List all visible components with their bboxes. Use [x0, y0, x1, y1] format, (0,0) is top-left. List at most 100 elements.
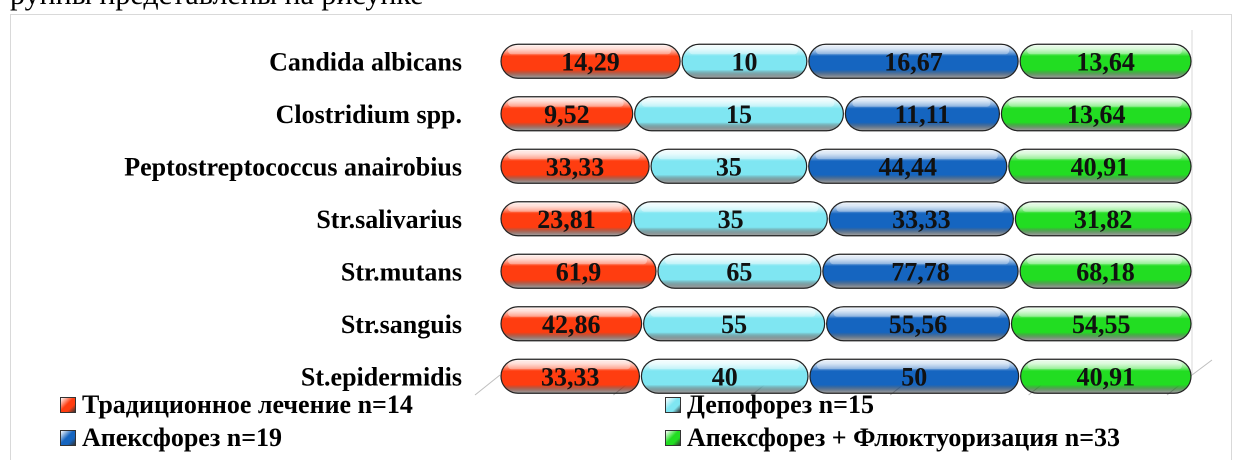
data-label: 54,55 [1072, 310, 1131, 339]
category-label: Clostridium spp. [276, 100, 462, 129]
data-label: 15 [726, 100, 752, 129]
data-label: 35 [716, 152, 742, 181]
bar-highlight [816, 362, 1010, 370]
bar-str-salivarius-s4 [1014, 201, 1192, 237]
bar-str-sanguis-s1 [500, 306, 643, 342]
bar-highlight [658, 152, 798, 160]
data-label: 33,33 [541, 362, 600, 391]
category-label: Str.salivarius [316, 205, 462, 234]
bar-highlight [664, 257, 812, 265]
bar-candida-albicans-s4 [1019, 43, 1192, 79]
legend-swatch [60, 397, 76, 413]
bar-candida-albicans-s3 [808, 43, 1019, 79]
legend-item: Традиционное лечение n=14 [60, 390, 413, 420]
data-label: 33,33 [546, 152, 605, 181]
bar-highlight [1027, 47, 1182, 55]
category-label: St.epidermidis [301, 362, 462, 391]
data-label: 13,64 [1076, 47, 1135, 76]
bar-highlight [829, 257, 1010, 265]
bar-str-mutans-s2 [657, 253, 822, 289]
data-label: 35 [718, 205, 744, 234]
bar-highlight [815, 47, 1010, 55]
data-label: 40,91 [1077, 362, 1136, 391]
category-label: Str.mutans [341, 257, 462, 286]
bar-clostridium-spp-s1 [500, 96, 634, 132]
bar-highlight [650, 309, 816, 317]
bar-highlight [1027, 257, 1182, 265]
bar-highlight [852, 99, 991, 107]
gridline [1191, 359, 1213, 376]
legend-item: Апексфорез + Флюктуоризация n=33 [665, 423, 1120, 453]
bar-str-salivarius-s3 [828, 201, 1014, 237]
data-label: 55 [721, 310, 747, 339]
data-label: 9,52 [544, 100, 590, 129]
bar-highlight [508, 309, 633, 317]
bar-highlight [815, 152, 998, 160]
data-label: 50 [901, 362, 927, 391]
legend-item: Апексфорез n=19 [60, 423, 282, 453]
bar-highlight [689, 47, 798, 55]
chart-frame [10, 14, 1232, 460]
bar-highlight [648, 362, 799, 370]
bar-highlight [1008, 99, 1182, 107]
bar-highlight [1015, 152, 1182, 160]
data-label: 42,86 [542, 310, 601, 339]
data-label: 16,67 [884, 47, 943, 76]
bar-st-epidermidis-s3 [809, 358, 1020, 394]
bar-str-mutans-s1 [500, 253, 657, 289]
legend-label: Апексфорез n=19 [82, 423, 283, 452]
legend-label: Апексфорез + Флюктуоризация n=33 [687, 423, 1121, 452]
bar-highlight [508, 47, 672, 55]
legend-item: Депофорез n=15 [665, 390, 874, 420]
bar-highlight [836, 204, 1005, 212]
bar-st-epidermidis-s2 [640, 358, 809, 394]
bar-str-sanguis-s3 [826, 306, 1011, 342]
bar-st-epidermidis-s1 [500, 358, 641, 394]
bar-peptostreptococcus-anairobius-s3 [808, 148, 1008, 184]
bar-str-salivarius-s1 [500, 201, 633, 237]
category-label: Str.sanguis [341, 310, 462, 339]
bar-highlight [508, 152, 641, 160]
bar-highlight [508, 204, 623, 212]
legend-label: Депофорез n=15 [687, 390, 874, 419]
bar-st-epidermidis-s4 [1020, 358, 1192, 394]
page-text-fragment: руппы представлены на рисунке [10, 0, 424, 12]
data-label: 23,81 [537, 205, 596, 234]
data-label: 33,33 [892, 205, 951, 234]
bar-highlight [1027, 362, 1182, 370]
data-label: 65 [726, 257, 752, 286]
bar-highlight [833, 309, 1001, 317]
bar-highlight [640, 204, 819, 212]
data-label: 55,56 [889, 310, 948, 339]
bar-highlight [1018, 309, 1182, 317]
data-label: 68,18 [1076, 257, 1135, 286]
bar-str-sanguis-s2 [643, 306, 826, 342]
bar-str-sanguis-s4 [1010, 306, 1192, 342]
data-label: 61,9 [556, 257, 602, 286]
bar-highlight [508, 99, 624, 107]
bar-clostridium-spp-s3 [844, 96, 1001, 132]
data-label: 44,44 [878, 152, 937, 181]
data-label: 40,91 [1071, 152, 1130, 181]
data-label: 77,78 [891, 257, 950, 286]
data-label: 13,64 [1067, 100, 1126, 129]
bar-str-mutans-s3 [822, 253, 1019, 289]
legend-swatch [665, 397, 681, 413]
bar-str-salivarius-s2 [633, 201, 828, 237]
legend-swatch [665, 430, 681, 446]
bar-candida-albicans-s2 [681, 43, 808, 79]
bar-highlight [508, 362, 631, 370]
data-label: 31,82 [1074, 205, 1133, 234]
bar-peptostreptococcus-anairobius-s1 [500, 148, 650, 184]
legend-swatch [60, 430, 76, 446]
data-label: 10 [731, 47, 757, 76]
bar-clostridium-spp-s4 [1000, 96, 1192, 132]
bar-clostridium-spp-s2 [634, 96, 844, 132]
bar-highlight [508, 257, 647, 265]
data-label: 14,29 [561, 47, 620, 76]
bar-peptostreptococcus-anairobius-s2 [650, 148, 808, 184]
bar-peptostreptococcus-anairobius-s4 [1008, 148, 1192, 184]
data-label: 11,11 [895, 100, 951, 129]
category-label: Candida albicans [269, 47, 462, 76]
